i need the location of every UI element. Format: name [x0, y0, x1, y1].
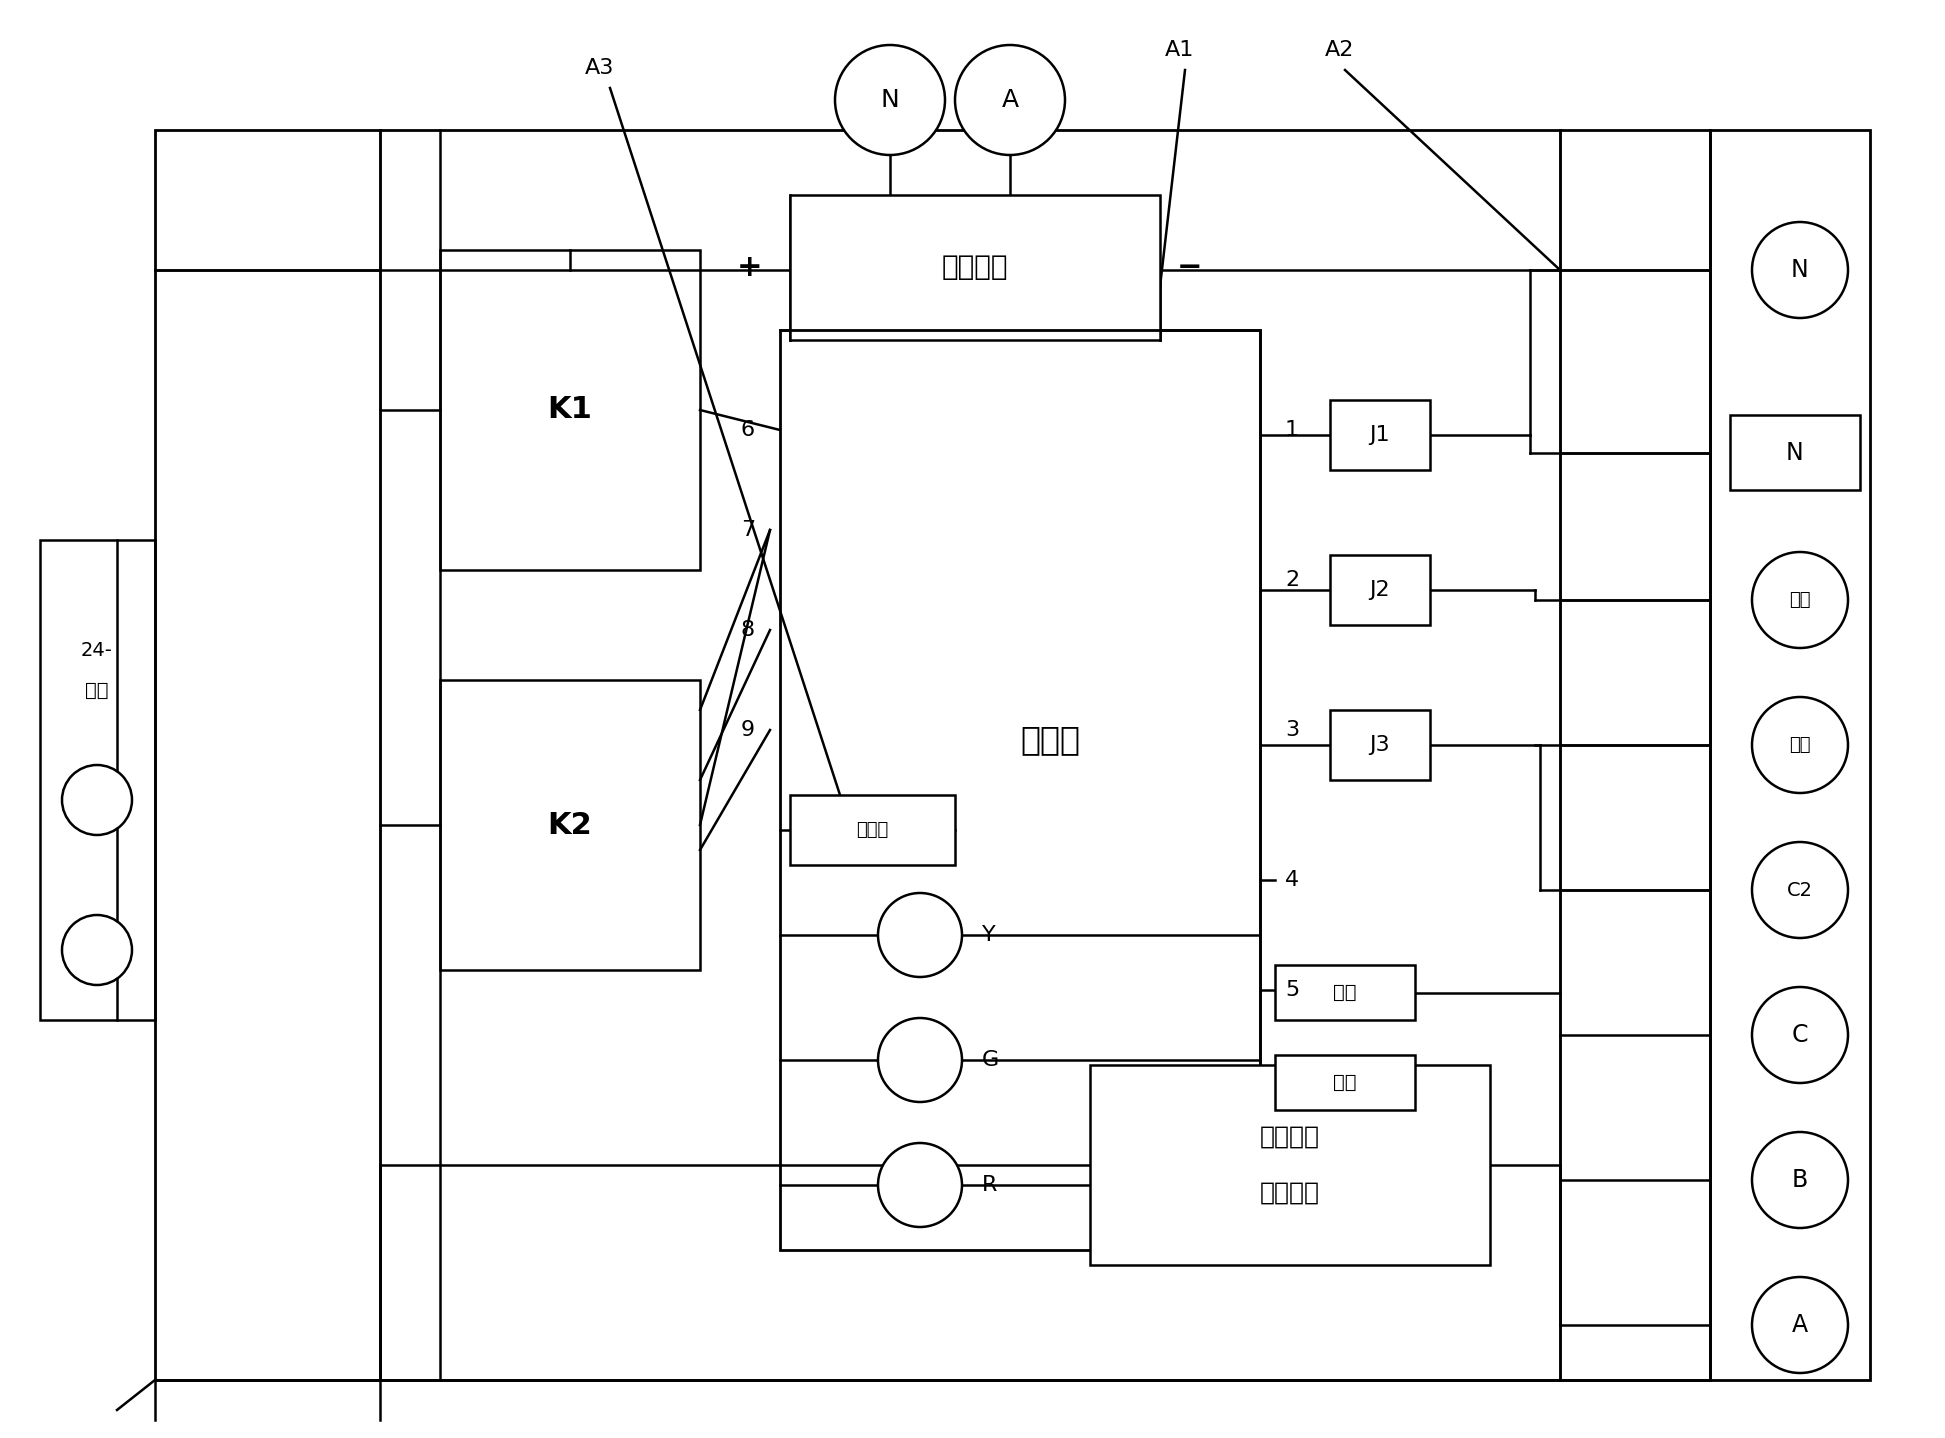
Text: +: + [737, 253, 762, 282]
Text: B: B [1791, 1168, 1809, 1192]
Bar [1729, 416, 1859, 490]
Text: C: C [1791, 1022, 1809, 1047]
Bar [1330, 400, 1430, 470]
Bar [1710, 129, 1869, 1380]
Text: N: N [1786, 440, 1803, 464]
Text: 1: 1 [1286, 420, 1299, 440]
Bar [1276, 1055, 1416, 1110]
Circle shape [1752, 697, 1848, 792]
Circle shape [1752, 1132, 1848, 1228]
Bar [156, 129, 1710, 1380]
Circle shape [62, 765, 132, 835]
Text: K2: K2 [548, 811, 593, 840]
Bar [41, 541, 156, 1020]
Text: 9: 9 [741, 720, 755, 741]
Bar [790, 795, 955, 866]
Text: 蜂鸣器: 蜂鸣器 [856, 821, 889, 838]
Text: 5: 5 [1286, 981, 1299, 999]
Circle shape [877, 1018, 963, 1102]
Text: 7: 7 [741, 521, 755, 541]
Text: 复位: 复位 [1332, 984, 1358, 1002]
Text: N: N [1791, 257, 1809, 282]
Text: Y: Y [982, 925, 996, 945]
Text: 3: 3 [1286, 720, 1299, 741]
Circle shape [62, 915, 132, 985]
Text: A2: A2 [1325, 40, 1354, 60]
Bar [790, 196, 1159, 339]
Text: 控制器: 控制器 [1019, 723, 1079, 756]
Text: −: − [1177, 253, 1202, 282]
Text: 失压脱扣: 失压脱扣 [1260, 1125, 1321, 1149]
Text: 4: 4 [1286, 870, 1299, 890]
Circle shape [1752, 1277, 1848, 1373]
Text: 分闸: 分闸 [1789, 591, 1811, 610]
Text: 费控: 费控 [86, 680, 109, 699]
Text: J1: J1 [1369, 426, 1391, 444]
Text: 控制电源: 控制电源 [1260, 1181, 1321, 1205]
Bar [1330, 710, 1430, 779]
Circle shape [834, 45, 945, 155]
Text: J3: J3 [1369, 735, 1391, 755]
Bar [1089, 1066, 1490, 1265]
Circle shape [877, 1143, 963, 1227]
Text: A1: A1 [1165, 40, 1194, 60]
Circle shape [1752, 552, 1848, 649]
Circle shape [1752, 843, 1848, 938]
Text: R: R [982, 1175, 998, 1195]
Circle shape [877, 893, 963, 976]
Circle shape [1752, 986, 1848, 1083]
Text: 2: 2 [1286, 569, 1299, 590]
Circle shape [955, 45, 1066, 155]
Bar [440, 250, 700, 569]
Text: 合闸: 合闸 [1789, 736, 1811, 754]
Bar [1330, 555, 1430, 626]
Text: 直流电源: 直流电源 [941, 253, 1008, 282]
Text: 6: 6 [741, 420, 755, 440]
Text: N: N [881, 88, 899, 112]
Text: 费控: 费控 [1332, 1073, 1358, 1091]
Text: J2: J2 [1369, 580, 1391, 600]
Text: C2: C2 [1787, 880, 1813, 900]
Bar [440, 680, 700, 971]
Text: G: G [982, 1050, 1000, 1070]
Text: A: A [1791, 1313, 1809, 1337]
Text: A: A [1002, 88, 1019, 112]
Text: 8: 8 [741, 620, 755, 640]
Bar [780, 329, 1260, 1250]
Bar [1276, 965, 1416, 1020]
Circle shape [1752, 221, 1848, 318]
Text: A3: A3 [585, 58, 615, 78]
Text: K1: K1 [548, 395, 593, 424]
Text: 24-: 24- [82, 640, 113, 660]
